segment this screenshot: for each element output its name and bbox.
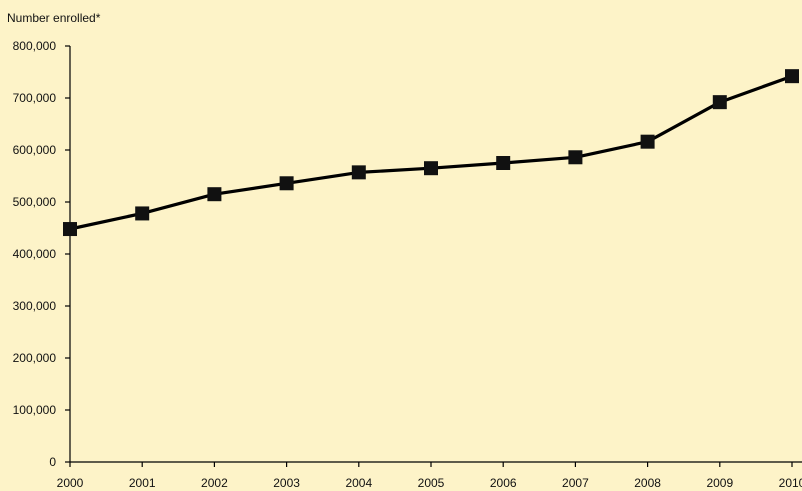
data-point-marker [496, 156, 511, 170]
data-point-marker [424, 161, 438, 176]
x-tick-label: 2006 [490, 476, 517, 490]
data-point-marker [351, 165, 366, 180]
series-line [69, 74, 793, 231]
x-tick-label: 2003 [273, 476, 300, 490]
axes: 0 100,000 200,000 300,000 400,000 500,000 600,… [13, 39, 802, 490]
x-tick-label: 2007 [562, 476, 589, 490]
data-point-marker [785, 69, 799, 84]
x-tick-label: 2010 [779, 476, 802, 490]
x-tick-label: 2002 [201, 476, 228, 490]
y-tick-label: 200,000 [13, 351, 57, 365]
data-point-marker [640, 134, 655, 149]
x-tick-label: 2004 [345, 476, 372, 490]
x-tick-label: 2008 [634, 476, 661, 490]
y-axis-title: Number enrolled* [7, 11, 101, 25]
data-point-marker [63, 222, 77, 237]
y-tick-label: 0 [49, 455, 56, 469]
y-tick-label: 100,000 [13, 403, 57, 417]
data-point-marker [279, 176, 294, 191]
data-point-marker [712, 95, 727, 110]
x-tick-label: 2000 [57, 476, 84, 490]
y-tick-label: 700,000 [13, 91, 57, 105]
y-tick-label: 300,000 [13, 299, 57, 313]
series-line-group [69, 74, 793, 231]
y-tick-label: 800,000 [13, 39, 57, 53]
data-point-marker [207, 187, 222, 202]
x-tick-label: 2009 [706, 476, 733, 490]
y-tick-label: 400,000 [13, 247, 57, 261]
y-tick-label: 600,000 [13, 143, 57, 157]
data-point-marker [568, 150, 583, 165]
x-tick-label: 2001 [129, 476, 156, 490]
markers-group [63, 69, 799, 237]
y-tick-label: 500,000 [13, 195, 57, 209]
data-point-marker [135, 206, 150, 221]
x-tick-label: 2005 [418, 476, 445, 490]
